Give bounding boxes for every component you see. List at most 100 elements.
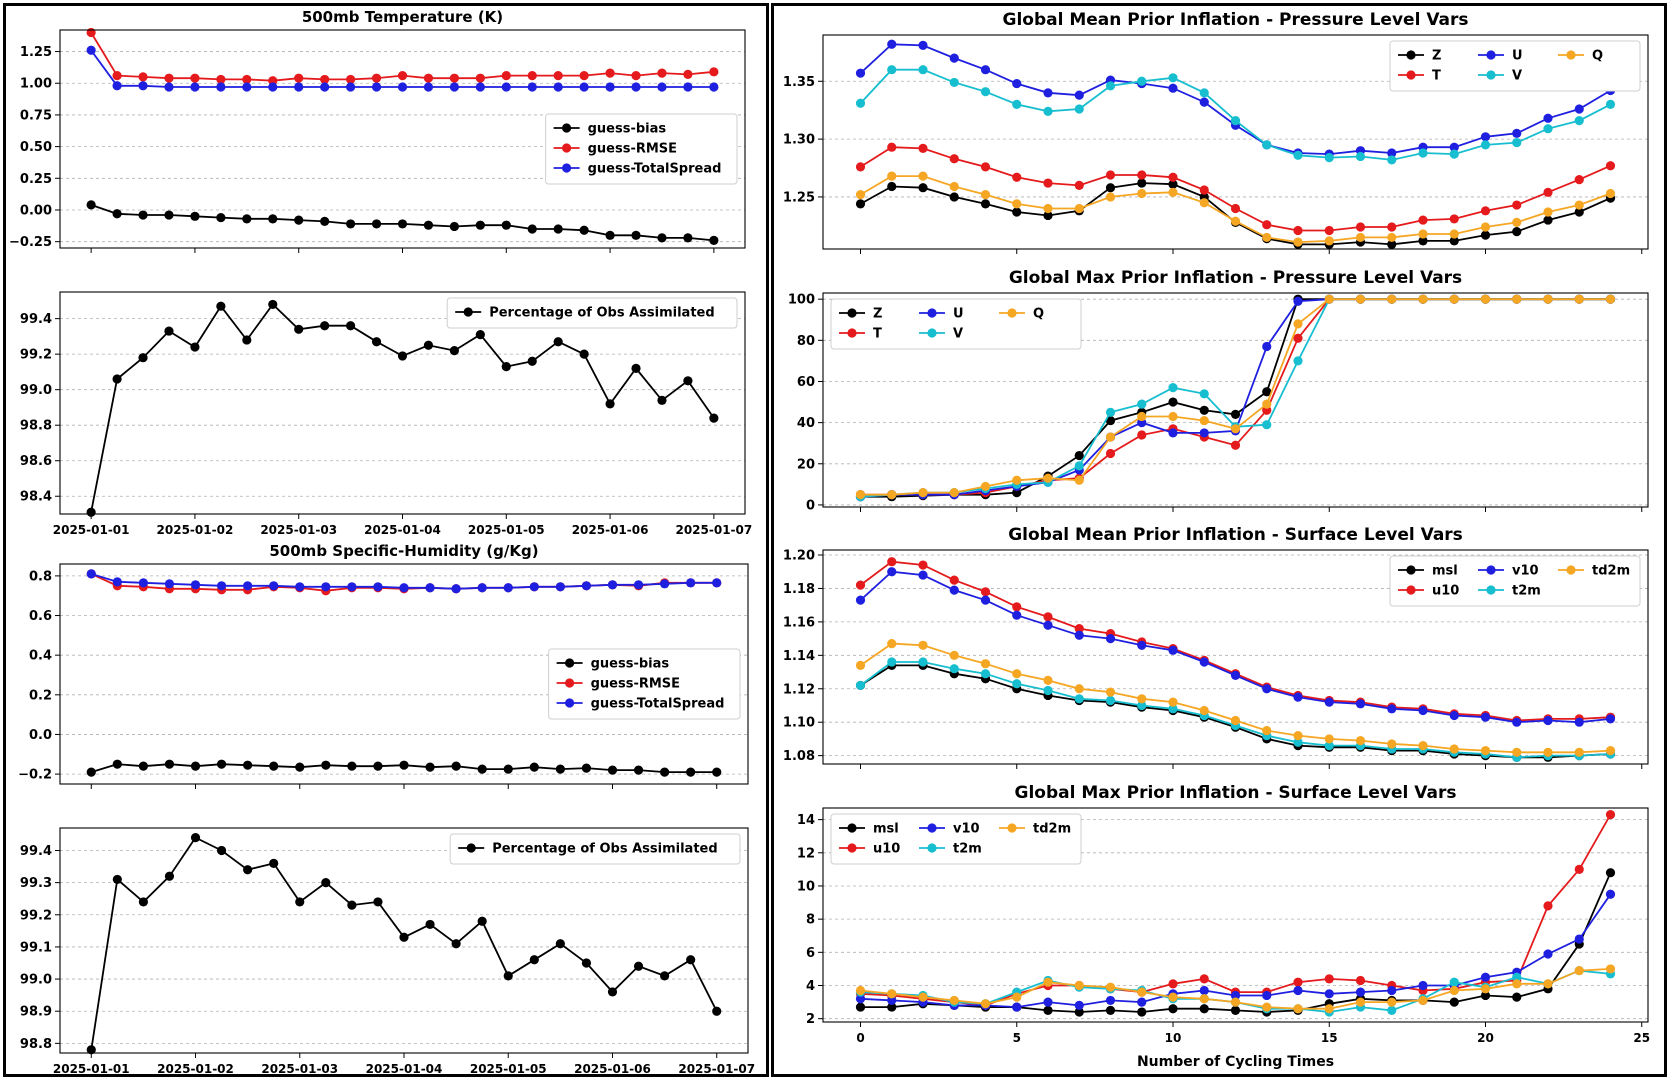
- data-point-Percentage of Obs Assimilated: [397, 351, 408, 361]
- data-point-td2m: [1012, 992, 1022, 1002]
- data-point-Percentage of Obs Assimilated: [86, 507, 96, 517]
- data-point-Q: [1199, 415, 1209, 426]
- data-point-v10: [1262, 990, 1272, 1001]
- data-point-guess-bias: [295, 762, 305, 772]
- data-point-guess-TotalSpread: [86, 45, 96, 55]
- data-point-guess-RMSE: [190, 73, 200, 83]
- data-point-guess-TotalSpread: [631, 82, 641, 92]
- x-tick-label: 10: [1165, 1031, 1182, 1045]
- data-point-T: [949, 154, 959, 164]
- data-point-T: [1262, 220, 1272, 230]
- data-point-v10: [1074, 1000, 1084, 1011]
- data-point-U: [1199, 428, 1209, 438]
- data-point-Q: [1262, 399, 1272, 409]
- legend-swatch-marker: [565, 658, 575, 668]
- data-point-guess-RMSE: [397, 71, 408, 81]
- data-point-U: [1543, 113, 1553, 123]
- data-point-Percentage of Obs Assimilated: [503, 971, 513, 981]
- data-point-U: [1074, 90, 1084, 100]
- data-point-td2m: [1105, 687, 1116, 697]
- data-point-Q: [1355, 232, 1366, 243]
- data-point-v10: [1293, 985, 1303, 996]
- data-point-T: [918, 143, 928, 153]
- legend-label: V: [1512, 69, 1522, 84]
- data-point-U: [1043, 88, 1053, 98]
- data-point-Q: [887, 490, 897, 500]
- data-point-T: [1605, 161, 1616, 171]
- data-point-guess-RMSE: [86, 27, 96, 38]
- data-point-Z: [1230, 409, 1241, 420]
- legend-box: [1389, 40, 1641, 92]
- data-point-T: [1355, 222, 1366, 232]
- data-point-v10: [980, 595, 991, 605]
- data-point-guess-RMSE: [164, 73, 174, 83]
- data-point-v10: [1574, 717, 1584, 727]
- legend-label: td2m: [1592, 564, 1630, 579]
- data-point-Q: [1574, 294, 1584, 304]
- data-point-td2m: [1199, 994, 1209, 1004]
- data-point-guess-TotalSpread: [503, 583, 513, 593]
- legend-swatch-marker: [1486, 50, 1496, 60]
- data-point-guess-bias: [399, 760, 409, 770]
- data-point-V: [1387, 155, 1397, 165]
- data-point-guess-TotalSpread: [686, 578, 696, 588]
- legend-swatch-marker: [463, 307, 473, 317]
- data-point-td2m: [1418, 995, 1428, 1006]
- data-point-Z: [918, 183, 928, 193]
- y-tick-label: 0.75: [20, 108, 52, 123]
- data-point-T: [1199, 185, 1209, 195]
- y-tick-label: 12: [797, 846, 815, 861]
- data-point-Q: [887, 171, 897, 181]
- data-point-Q: [1012, 199, 1022, 209]
- data-point-Z: [1574, 207, 1584, 217]
- y-tick-label: 0.00: [20, 203, 52, 218]
- data-point-guess-TotalSpread: [633, 580, 644, 590]
- data-point-Q: [1137, 411, 1147, 422]
- y-tick-label: −0.25: [9, 235, 52, 250]
- data-point-Z: [1387, 239, 1397, 249]
- data-point-Percentage of Obs Assimilated: [321, 878, 331, 888]
- data-point-msl: [1105, 1005, 1116, 1015]
- data-point-v10: [1168, 645, 1178, 655]
- data-point-Q: [1449, 294, 1459, 304]
- data-point-Q: [1324, 236, 1334, 246]
- data-point-guess-bias: [503, 764, 513, 774]
- data-point-guess-bias: [425, 762, 435, 772]
- data-point-u10: [980, 587, 991, 597]
- data-point-guess-TotalSpread: [295, 582, 305, 592]
- data-point-Q: [1449, 229, 1459, 239]
- data-point-Percentage of Obs Assimilated: [657, 395, 667, 405]
- data-point-v10: [1105, 634, 1116, 644]
- data-point-msl: [1137, 1007, 1147, 1017]
- data-point-Percentage of Obs Assimilated: [709, 413, 719, 423]
- data-point-td2m: [1605, 746, 1616, 756]
- data-point-guess-RMSE: [294, 73, 304, 83]
- data-point-T: [1105, 448, 1116, 459]
- legend-swatch-marker: [847, 328, 857, 338]
- data-point-msl: [1605, 868, 1616, 878]
- data-point-Z: [1137, 178, 1147, 188]
- data-point-guess-bias: [321, 760, 331, 770]
- data-point-Q: [949, 487, 959, 498]
- data-point-v10: [1605, 889, 1616, 899]
- data-point-V: [1418, 148, 1428, 158]
- data-point-T: [1543, 187, 1553, 197]
- data-point-guess-bias: [269, 761, 279, 771]
- data-point-guess-bias: [216, 759, 227, 769]
- data-point-td2m: [1480, 984, 1491, 994]
- data-point-guess-bias: [320, 216, 330, 226]
- data-point-Q: [1105, 432, 1116, 442]
- data-point-Z: [1168, 179, 1178, 189]
- data-point-v10: [1074, 630, 1084, 640]
- data-point-guess-TotalSpread: [190, 82, 200, 92]
- data-point-guess-bias: [190, 761, 201, 771]
- data-point-guess-RMSE: [527, 71, 537, 81]
- legend-box: [446, 297, 738, 329]
- data-point-guess-bias: [709, 235, 719, 245]
- data-point-guess-bias: [164, 210, 174, 220]
- data-point-V: [1105, 407, 1116, 417]
- x-tick-label: 2025-01-05: [468, 523, 545, 537]
- data-point-t2m: [1324, 741, 1334, 751]
- x-tick-label: 2025-01-03: [260, 523, 337, 537]
- data-point-V: [855, 98, 866, 108]
